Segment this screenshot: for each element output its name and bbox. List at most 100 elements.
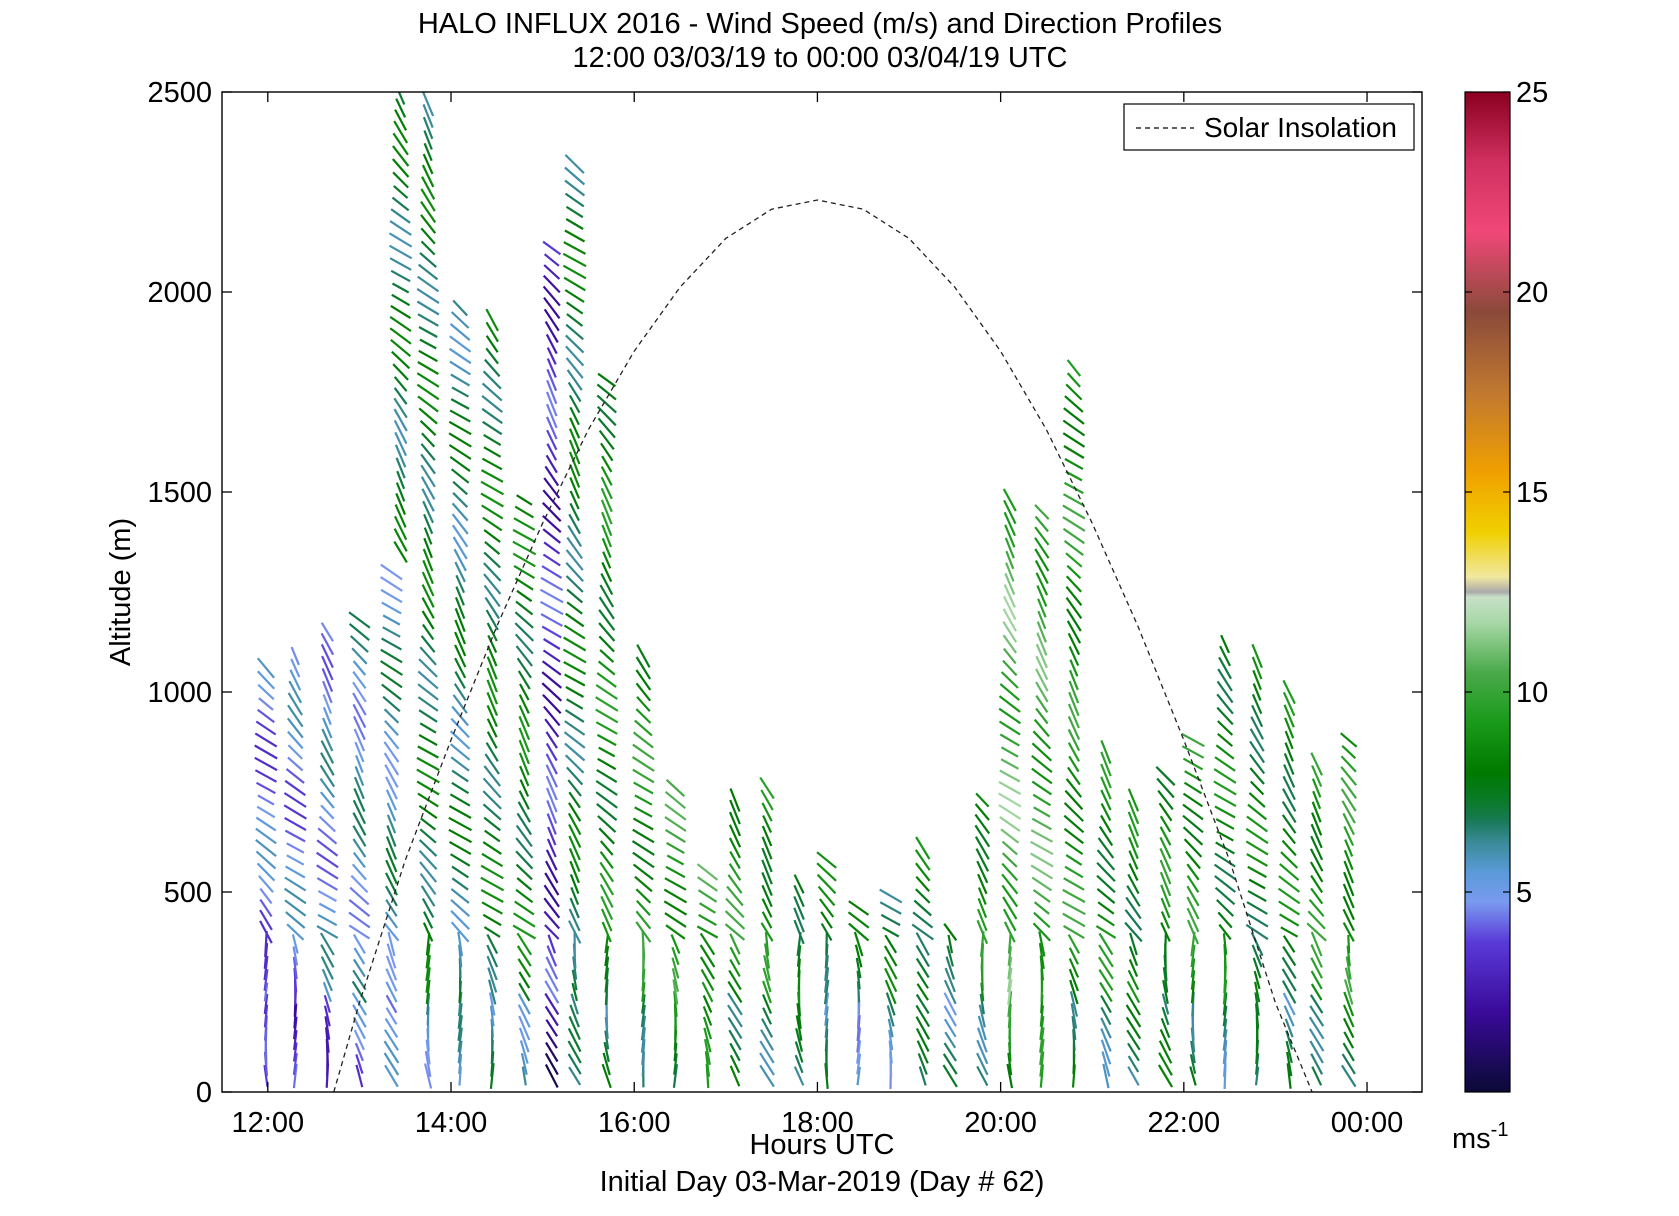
wind-barb [420, 443, 436, 461]
wind-barb [998, 792, 1022, 808]
wind-barb [395, 98, 407, 118]
wind-barb [1183, 781, 1203, 795]
wind-barb [565, 205, 584, 219]
wind-barb [1007, 967, 1013, 993]
wind-barb [1280, 851, 1299, 869]
solar-insolation-line [333, 199, 1313, 1093]
wind-barb [1217, 732, 1234, 748]
wind-barb [569, 490, 580, 510]
wind-barb [545, 333, 558, 355]
wind-barb [671, 946, 680, 966]
wind-barb [452, 492, 469, 508]
wind-barb [385, 836, 398, 860]
wind-barb [255, 827, 277, 845]
wind-barb [599, 883, 614, 909]
wind-barb [388, 232, 413, 248]
wind-barb [600, 572, 614, 596]
wind-barb [1277, 887, 1301, 905]
wind-barb [353, 715, 366, 741]
wind-barb [1037, 610, 1047, 630]
wind-barb [292, 956, 298, 980]
wind-barb [448, 805, 472, 819]
wind-barb [563, 636, 587, 652]
wind-barb [1190, 944, 1196, 968]
wind-barb [544, 465, 560, 487]
wind-barb [1003, 499, 1017, 525]
wind-barb [1341, 745, 1357, 759]
wind-barb [759, 1052, 775, 1076]
wind-barb [518, 982, 531, 1002]
wind-barb [489, 992, 496, 1016]
wind-barb [977, 897, 988, 919]
wind-barb [569, 897, 580, 919]
wind-barb [664, 790, 687, 810]
wind-barb [515, 824, 533, 848]
wind-barb [1035, 572, 1049, 596]
wind-barb [516, 877, 533, 891]
wind-barb [454, 657, 467, 679]
wind-barb [518, 715, 531, 741]
wind-barb [322, 717, 333, 739]
wind-barb [380, 660, 403, 676]
wind-barb [416, 383, 440, 401]
wind-barb [482, 841, 502, 855]
wind-barb [1098, 969, 1114, 991]
wind-barb [915, 888, 931, 904]
wind-barb [481, 901, 503, 915]
wind-barb [943, 992, 957, 1016]
wind-barb [385, 994, 398, 1014]
wind-barb [480, 469, 504, 483]
wind-barb [601, 455, 613, 473]
wind-barb [546, 368, 558, 392]
wind-barb [384, 911, 398, 929]
wind-barb [1030, 864, 1054, 880]
wind-barb [663, 888, 688, 904]
wind-barb [395, 492, 407, 516]
wind-barb [322, 706, 332, 726]
wind-barb [545, 787, 558, 813]
wind-barb [1251, 643, 1263, 669]
wind-barb [283, 804, 307, 820]
wind-barb [545, 403, 558, 429]
wind-barb [544, 980, 560, 1004]
wind-barb [701, 981, 714, 1003]
wind-barb [761, 802, 773, 822]
wind-barb [516, 932, 533, 956]
wind-barb [1249, 728, 1265, 752]
wind-barb [355, 1064, 364, 1088]
wind-barb [1309, 861, 1324, 883]
wind-barb [259, 920, 273, 944]
wind-profile [480, 308, 505, 1090]
wind-barb [385, 899, 398, 917]
wind-barb [419, 861, 438, 883]
wind-barb [449, 323, 471, 341]
wind-barb [1095, 925, 1117, 939]
y-tick-label: 2000 [147, 277, 212, 309]
wind-barb [286, 923, 305, 941]
wind-barb [385, 1007, 398, 1025]
wind-barb [634, 806, 653, 818]
wind-barb [354, 765, 365, 787]
wind-barb [422, 500, 435, 524]
wind-barb [450, 373, 471, 387]
wind-barb [423, 911, 434, 929]
wind-barb [389, 220, 412, 236]
wind-barb [1129, 932, 1138, 956]
wind-barb [1309, 994, 1324, 1014]
wind-barb [1283, 752, 1295, 776]
wind-barb [635, 910, 652, 930]
wind-barb [1031, 742, 1053, 762]
wind-barb [634, 875, 653, 893]
wind-barb [1190, 970, 1196, 990]
wind-barb [760, 789, 774, 811]
wind-barb [517, 801, 531, 823]
wind-barb [1252, 683, 1262, 701]
wind-barb [702, 1016, 713, 1040]
wind-barb [516, 589, 533, 603]
wind-barb [317, 890, 337, 902]
wind-barb [389, 315, 412, 333]
wind-barb [793, 884, 805, 908]
wind-barb [489, 1005, 495, 1027]
wind-barb [563, 624, 586, 640]
wind-barb [999, 683, 1021, 701]
